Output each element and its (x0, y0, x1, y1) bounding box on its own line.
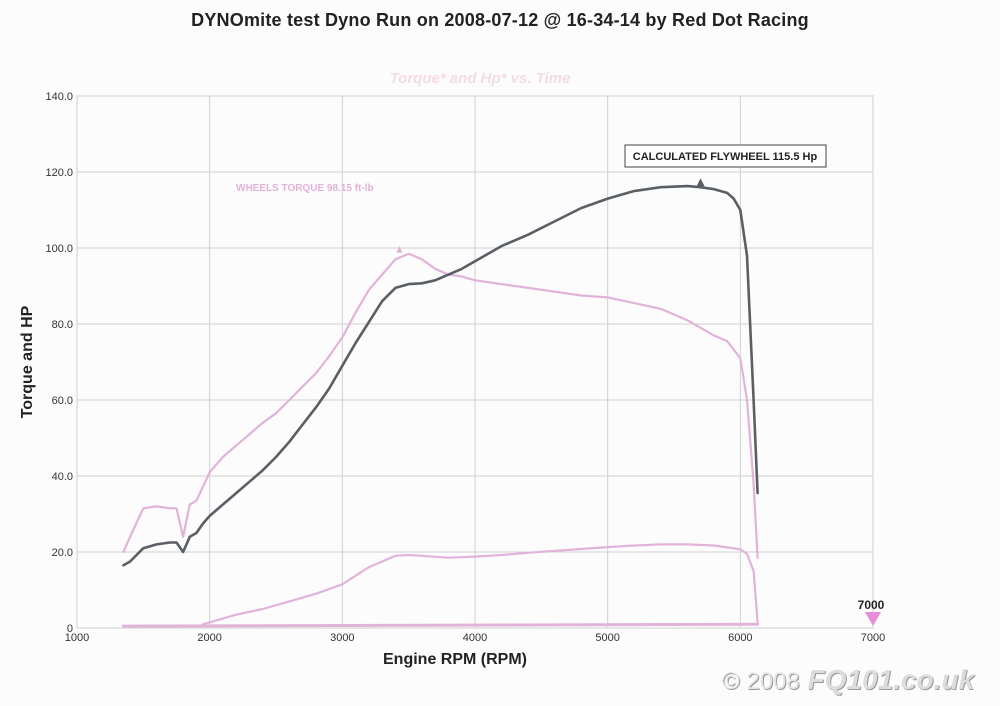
x-tick-label: 1000 (65, 632, 89, 644)
peak-torque-marker (396, 245, 403, 253)
y-tick-label: 20.0 (52, 547, 73, 559)
watermark-copyright: © 2008 (722, 668, 800, 695)
annotation-wheels-torque: WHEELS TORQUE 98.15 ft-lb (236, 183, 374, 194)
axes: 1000 2000 3000 4000 5000 6000 7000 0 20.0 40.0 60.… (19, 91, 885, 668)
y-tick-label: 120.0 (45, 167, 73, 179)
rpm-marker-triangle (865, 612, 881, 626)
x-tick-label: 6000 (728, 632, 752, 644)
y-tick-label: 100.0 (45, 243, 73, 255)
watermark: © 2008 FQ101.co.uk (722, 664, 974, 696)
watermark-brand: FQ101.co.uk (807, 664, 975, 695)
series-line-flywheel-hp (122, 184, 759, 567)
callout-box (624, 144, 827, 168)
series-line-baseline (121, 622, 760, 628)
grid (76, 95, 874, 629)
callout-text-flywheel-hp: CALCULATED FLYWHEEL 115.5 Hp (633, 151, 818, 163)
chart-title: DYNOmite test Dyno Run on 2008-07-12 @ 1… (191, 10, 809, 30)
rpm-marker-label: 7000 (858, 598, 885, 612)
chart-subtitle: Torque* and Hp* vs. Time (389, 70, 571, 87)
x-tick-label: 7000 (861, 632, 885, 644)
y-axis-label: Torque and HP (19, 305, 36, 418)
x-tick-label: 5000 (595, 632, 619, 644)
series-line-wheels-torque (122, 252, 759, 559)
series-line-lower (201, 543, 759, 626)
series-layer (121, 184, 760, 628)
x-tick-label: 3000 (330, 632, 354, 644)
peak-hp-marker (696, 178, 705, 187)
y-tick-label: 80.0 (52, 319, 73, 331)
annotations: CALCULATED FLYWHEEL 115.5 Hp WHEELS TORQU… (236, 144, 885, 626)
y-tick-label: 0 (67, 623, 73, 635)
y-tick-label: 140.0 (45, 91, 73, 103)
x-axis-label: Engine RPM (RPM) (383, 651, 527, 668)
x-tick-label: 2000 (197, 632, 221, 644)
y-tick-label: 40.0 (52, 471, 73, 483)
x-tick-label: 4000 (463, 632, 487, 644)
y-tick-label: 60.0 (52, 395, 73, 407)
